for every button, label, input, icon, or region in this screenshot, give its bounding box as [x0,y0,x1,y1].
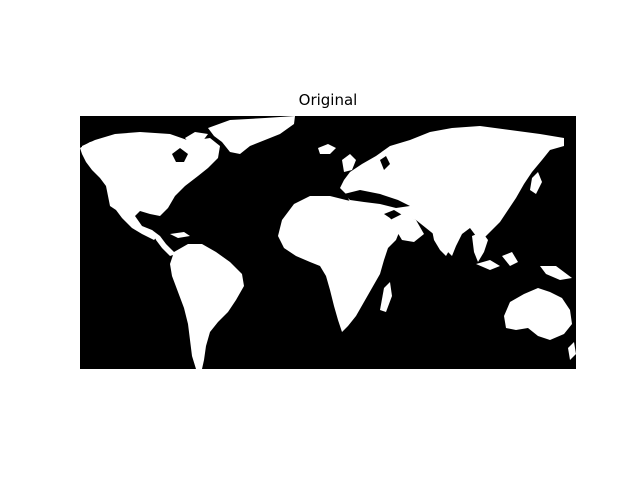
baltic-sea [380,156,390,170]
eurasia [340,126,564,256]
greenland [208,116,295,154]
indonesia [476,260,500,270]
landmasses [80,116,576,369]
india [432,224,460,256]
south-america [170,244,244,369]
arabian-peninsula [390,214,424,242]
borneo [502,252,518,266]
plot-title: Original [298,91,358,109]
caribbean-islands [170,232,190,238]
africa [278,196,400,332]
iceland [318,144,336,154]
arctic-islands [185,132,208,144]
new-guinea [540,266,572,280]
mediterranean-sea [344,190,410,208]
australia [504,288,572,340]
central-america [152,230,176,256]
world-map-image [80,116,576,369]
hudson-area [172,148,188,162]
japan [530,172,542,194]
british-isles [342,154,356,172]
southeast-asia [472,232,488,262]
new-zealand [568,342,576,360]
madagascar [380,282,392,312]
alaska [80,140,102,156]
